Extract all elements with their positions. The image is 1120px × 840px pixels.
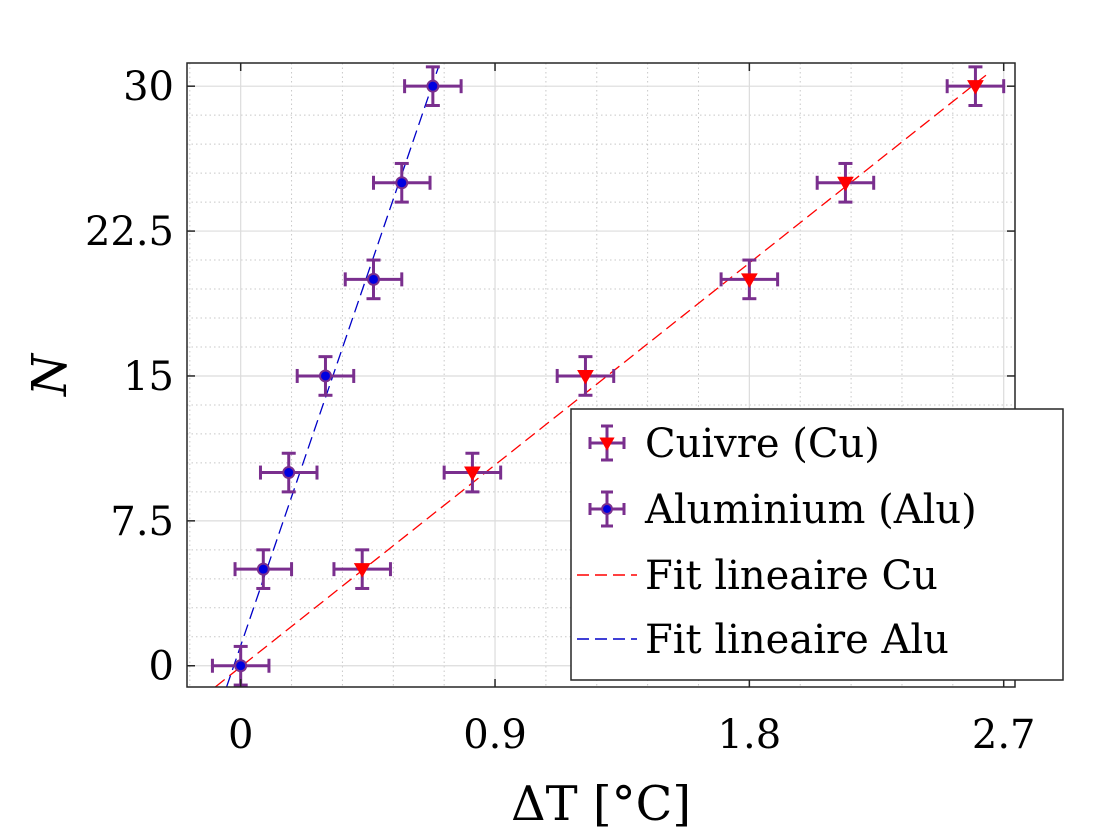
circle-marker: [426, 79, 440, 93]
triangle-marker: [599, 437, 615, 451]
legend-box: [570, 408, 1064, 681]
y-tick-label: 0: [149, 644, 174, 690]
triangle-marker: [577, 369, 594, 385]
data-point: [332, 548, 392, 590]
y-tick-label: 15: [123, 354, 174, 400]
circle-marker: [367, 272, 381, 286]
triangle-marker: [353, 563, 371, 578]
data-point: [403, 65, 463, 108]
data-point: [945, 65, 1006, 108]
x-tick-label: 1.8: [718, 712, 782, 758]
circle-marker: [282, 466, 296, 480]
y-tick-label: 30: [123, 64, 174, 110]
data-point: [442, 451, 503, 494]
data-point: [295, 355, 356, 397]
x-tick-label: 2.7: [972, 712, 1036, 758]
x-tick-label: 0.9: [463, 712, 527, 758]
triangle-marker: [967, 80, 984, 95]
triangle-marker: [740, 273, 758, 288]
data-point: [815, 161, 876, 204]
y-ticks: 0 7.5 15 22.5 30: [85, 64, 1015, 690]
legend-item: Cuivre (Cu): [588, 421, 880, 467]
legend-label: Fit lineaire Alu: [645, 617, 949, 663]
y-axis-title: N: [22, 352, 78, 397]
legend-label: Fit lineaire Cu: [645, 553, 938, 599]
x-ticks: 0 0.9 1.8 2.7: [228, 63, 1036, 758]
y-tick-label: 7.5: [110, 499, 174, 545]
legend: Cuivre (Cu) Aluminium (Alu) Fit lineaire C…: [570, 408, 1064, 681]
circle-marker: [256, 562, 270, 576]
data-point: [343, 258, 404, 301]
legend-label: Cuivre (Cu): [645, 421, 880, 467]
legend-item: Fit lineaire Alu: [577, 617, 949, 663]
y-tick-label: 22.5: [85, 209, 174, 255]
triangle-marker: [837, 176, 854, 192]
triangle-marker: [464, 466, 481, 482]
data-point: [233, 548, 294, 590]
fit-line: [214, 74, 988, 687]
legend-item: Fit lineaire Cu: [577, 553, 938, 599]
series-points: [332, 65, 1006, 590]
data-point: [555, 355, 616, 397]
data-point: [372, 161, 432, 204]
circle-marker: [395, 176, 409, 190]
circle-marker: [318, 369, 332, 383]
series-points: [210, 65, 463, 687]
x-axis-title: ΔT [°C]: [511, 776, 691, 832]
data-point: [719, 258, 780, 301]
x-tick-label: 0: [228, 712, 253, 758]
circle-marker: [601, 503, 613, 515]
data-point: [258, 451, 319, 494]
legend-item: Aluminium (Alu): [588, 487, 977, 533]
data-point: [210, 644, 271, 687]
data-points: [210, 65, 1006, 687]
axes-box: [186, 62, 1016, 688]
legend-label: Aluminium (Alu): [644, 487, 977, 533]
circle-marker: [234, 659, 248, 673]
